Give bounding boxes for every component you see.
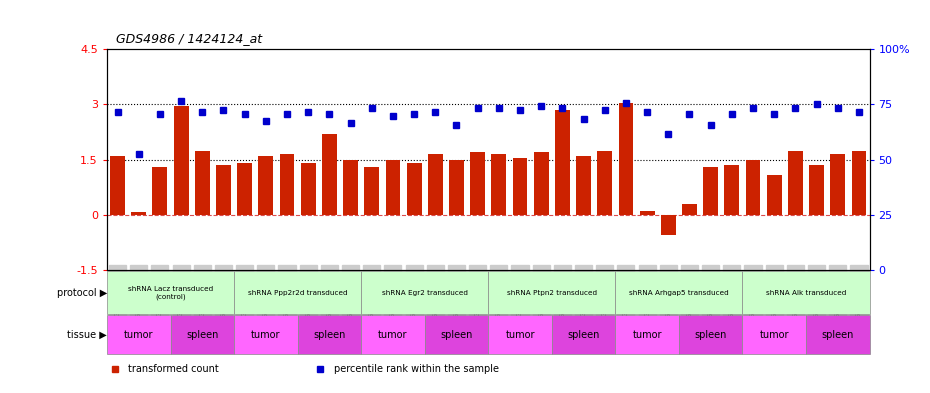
Text: spleen: spleen: [821, 330, 854, 340]
Text: shRNA Arhgap5 transduced: shRNA Arhgap5 transduced: [629, 290, 729, 296]
Bar: [679, 316, 742, 354]
Text: spleen: spleen: [695, 330, 727, 340]
Bar: [512, 158, 527, 215]
Bar: [767, 174, 781, 215]
Text: shRNA Alk transduced: shRNA Alk transduced: [765, 290, 846, 296]
Text: shRNA Ptpn2 transduced: shRNA Ptpn2 transduced: [507, 290, 597, 296]
Text: tumor: tumor: [124, 330, 153, 340]
Text: spleen: spleen: [567, 330, 600, 340]
Bar: [616, 271, 742, 314]
Text: tumor: tumor: [251, 330, 281, 340]
Bar: [406, 163, 421, 215]
Text: tumor: tumor: [632, 330, 662, 340]
Bar: [746, 160, 761, 215]
Bar: [107, 271, 234, 314]
Bar: [107, 316, 170, 354]
Bar: [618, 103, 633, 215]
Bar: [386, 160, 400, 215]
Bar: [174, 106, 189, 215]
Bar: [597, 151, 612, 215]
Text: spleen: spleen: [186, 330, 219, 340]
Text: spleen: spleen: [313, 330, 346, 340]
Bar: [280, 154, 295, 215]
Bar: [555, 110, 570, 215]
Text: protocol ▶: protocol ▶: [57, 288, 107, 298]
Bar: [488, 271, 616, 314]
Bar: [491, 154, 506, 215]
Bar: [830, 154, 845, 215]
Bar: [616, 316, 679, 354]
Text: shRNA Lacz transduced
(control): shRNA Lacz transduced (control): [128, 286, 213, 299]
Bar: [488, 316, 551, 354]
Bar: [110, 156, 125, 215]
Text: tumor: tumor: [760, 330, 789, 340]
Text: shRNA Ppp2r2d transduced: shRNA Ppp2r2d transduced: [247, 290, 348, 296]
Bar: [237, 163, 252, 215]
Bar: [428, 154, 443, 215]
Text: tissue ▶: tissue ▶: [67, 330, 107, 340]
Text: GDS4986 / 1424124_at: GDS4986 / 1424124_at: [116, 32, 262, 45]
Bar: [852, 151, 867, 215]
Bar: [577, 156, 591, 215]
Bar: [153, 167, 167, 215]
Bar: [234, 271, 361, 314]
Bar: [788, 151, 803, 215]
Bar: [361, 271, 488, 314]
Bar: [322, 134, 337, 215]
Text: tumor: tumor: [379, 330, 407, 340]
Bar: [449, 160, 464, 215]
Text: transformed count: transformed count: [128, 364, 219, 374]
Bar: [742, 316, 806, 354]
Bar: [682, 204, 697, 215]
Bar: [234, 316, 298, 354]
Bar: [703, 167, 718, 215]
Text: percentile rank within the sample: percentile rank within the sample: [334, 364, 499, 374]
Text: spleen: spleen: [440, 330, 472, 340]
Bar: [216, 165, 231, 215]
Text: tumor: tumor: [505, 330, 535, 340]
Bar: [365, 167, 379, 215]
Bar: [259, 156, 273, 215]
Bar: [534, 152, 549, 215]
Bar: [425, 316, 488, 354]
Bar: [300, 163, 315, 215]
Bar: [640, 211, 655, 215]
Bar: [195, 151, 209, 215]
Bar: [661, 215, 676, 235]
Bar: [742, 271, 870, 314]
Bar: [170, 316, 234, 354]
Bar: [343, 160, 358, 215]
Bar: [298, 316, 361, 354]
Bar: [551, 316, 616, 354]
Bar: [806, 316, 870, 354]
Bar: [724, 165, 739, 215]
Bar: [809, 165, 824, 215]
Bar: [131, 212, 146, 215]
Text: shRNA Egr2 transduced: shRNA Egr2 transduced: [381, 290, 468, 296]
Bar: [471, 152, 485, 215]
Bar: [361, 316, 425, 354]
